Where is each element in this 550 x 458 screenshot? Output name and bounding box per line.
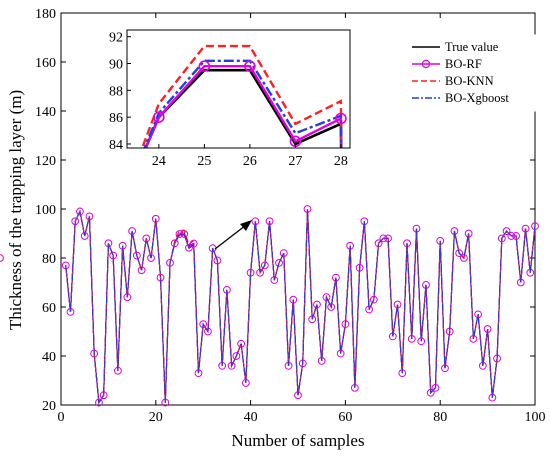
y-tick-label: 20 <box>42 399 56 414</box>
data-point-marker <box>76 207 84 216</box>
inset-y-tick-label: 88 <box>109 84 123 99</box>
inset-x-tick-label: 28 <box>334 154 348 169</box>
y-tick-label: 180 <box>35 7 56 22</box>
inset-data-point-marker <box>335 112 347 125</box>
data-point-marker <box>507 232 516 240</box>
data-point-marker <box>0 254 4 262</box>
data-point-marker <box>502 227 511 235</box>
inset-frame <box>126 29 351 149</box>
x-tick-label: 40 <box>244 410 258 425</box>
data-point-marker <box>322 293 331 302</box>
inset-tick-labels: 24 25 26 27 28 84 86 88 90 92 <box>109 31 348 169</box>
inset-background <box>127 30 350 148</box>
y-tick-label: 40 <box>42 350 56 365</box>
legend-label-bo-xgboost: BO-Xgboost <box>445 91 509 105</box>
data-point-marker <box>80 232 89 240</box>
y-tick-label: 140 <box>35 105 56 120</box>
series-line-bo-xgboost <box>65 208 536 405</box>
legend-label-bo-rf: BO-RF <box>445 57 482 71</box>
x-tick-label: 0 <box>58 410 65 425</box>
data-point-marker <box>109 251 118 260</box>
inset-data-point-marker <box>244 60 256 73</box>
y-tick-label: 160 <box>35 56 56 71</box>
data-point-marker <box>275 259 283 267</box>
x-tick-label: 20 <box>149 410 163 425</box>
zoom-arrow <box>214 220 252 250</box>
legend-item-bo-xgboost: BO-Xgboost <box>412 91 509 105</box>
data-point-marker <box>137 266 146 275</box>
series-line-true-value <box>65 208 536 405</box>
x-tick-label: 60 <box>338 410 352 425</box>
inset-zoom-plot: 24 25 26 27 28 84 86 88 90 92 <box>109 29 351 169</box>
inset-x-tick-label: 27 <box>288 154 302 169</box>
legend-item-bo-rf: BO-RF <box>412 57 482 71</box>
main-plot-area <box>60 12 536 406</box>
x-axis-label: Number of samples <box>231 431 364 450</box>
series-line-bo-rf <box>65 208 536 405</box>
data-point-marker <box>455 249 464 258</box>
inset-lines <box>140 44 347 148</box>
inset-x-tick-label: 25 <box>197 154 211 169</box>
data-point-marker <box>128 227 137 235</box>
legend: True value BO-RF BO-KNN BO-Xgboost <box>406 34 536 112</box>
inset-x-tick-label: 26 <box>243 154 257 169</box>
series-line-bo-knn <box>65 208 536 405</box>
inset-line-bo-rf <box>144 65 343 148</box>
series-overlay-bo-knn <box>65 208 536 405</box>
y-tick-label: 120 <box>35 154 56 169</box>
inset-data-point-marker <box>153 111 165 123</box>
legend-label-bo-knn: BO-KNN <box>445 74 494 88</box>
data-point-marker <box>132 251 141 260</box>
legend-item-true-value: True value <box>412 40 499 54</box>
inset-x-tick-label: 24 <box>152 154 166 169</box>
inset-data-point-marker <box>198 60 211 73</box>
inset-y-tick-label: 92 <box>109 31 123 46</box>
y-tick-label: 100 <box>35 203 56 218</box>
data-point-marker <box>175 230 184 238</box>
x-tick-label: 100 <box>525 410 546 425</box>
inset-series-group <box>140 44 347 148</box>
legend-label-true-value: True value <box>445 40 499 54</box>
y-tick-label: 80 <box>42 252 56 267</box>
main-series-group <box>0 205 539 407</box>
series-overlay-bo-xgboost <box>65 208 536 405</box>
inset-line-bo-knn <box>140 44 343 148</box>
inset-y-tick-label: 90 <box>109 58 123 73</box>
data-point-marker <box>327 303 336 311</box>
inset-y-tick-label: 84 <box>109 138 123 153</box>
data-point-marker <box>460 254 468 262</box>
data-point-marker <box>336 349 345 358</box>
x-tick-label: 80 <box>433 410 447 425</box>
data-point-marker <box>142 234 151 243</box>
legend-item-bo-knn: BO-KNN <box>412 74 494 88</box>
y-axis-label: Thickness of the trapping layer (m) <box>6 90 25 330</box>
y-tick-label: 60 <box>42 301 56 316</box>
inset-y-tick-label: 86 <box>109 111 123 126</box>
data-point-marker <box>232 352 241 360</box>
data-point-marker <box>95 398 103 407</box>
